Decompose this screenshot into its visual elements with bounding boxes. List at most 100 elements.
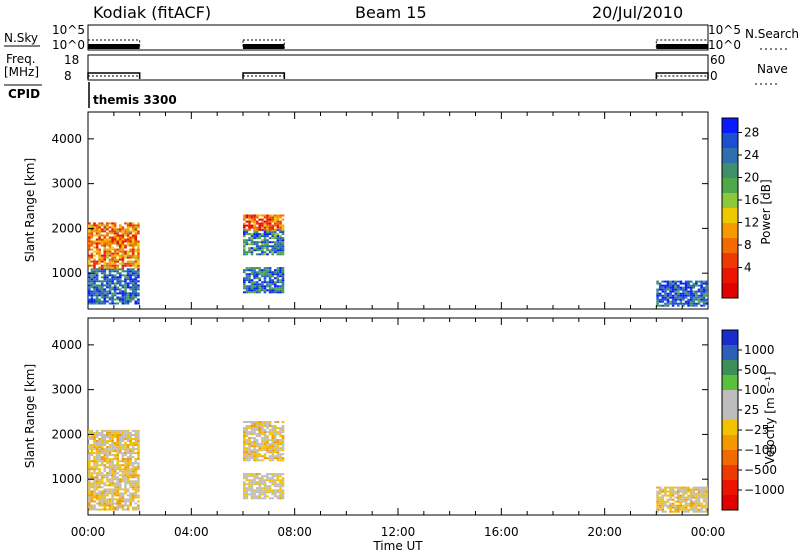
velocity-cell xyxy=(113,464,117,467)
velocity-cell xyxy=(261,483,264,486)
velocity-cell xyxy=(137,434,140,436)
power-cell xyxy=(261,214,264,217)
power-cell xyxy=(674,292,677,295)
velocity-cell xyxy=(106,502,109,505)
power-cell xyxy=(124,262,127,265)
power-cell xyxy=(106,292,109,295)
velocity-cell xyxy=(137,458,140,461)
power-cell xyxy=(129,242,132,245)
power-cell xyxy=(266,243,269,246)
velocity-cell xyxy=(248,455,251,458)
velocity-cell xyxy=(682,500,685,503)
x-tick-labels: 00:00 04:00 08:00 12:00 16:00 20:00 00:00 xyxy=(71,525,726,539)
power-cell xyxy=(255,289,259,292)
power-cell xyxy=(281,224,285,227)
power-cell xyxy=(93,290,96,293)
power-cell xyxy=(103,236,107,239)
power-cell xyxy=(111,238,114,241)
velocity-cell xyxy=(243,475,246,478)
velocity-cell xyxy=(129,484,132,487)
velocity-cell xyxy=(682,488,685,491)
velocity-cell xyxy=(111,498,114,501)
velocity-cell xyxy=(106,508,109,511)
velocity-cell xyxy=(245,479,249,482)
power-cell xyxy=(129,268,132,271)
x-tick-label: 12:00 xyxy=(381,525,416,539)
velocity-cell xyxy=(263,447,267,450)
velocity-cell xyxy=(103,498,107,501)
velocity-cell xyxy=(116,440,119,442)
velocity-cell xyxy=(253,479,256,482)
velocity-cell xyxy=(113,490,117,493)
freq-panel-frame xyxy=(87,54,709,81)
velocity-cell xyxy=(88,496,91,499)
power-cell xyxy=(106,240,109,243)
velocity-cell xyxy=(687,488,690,491)
velocity-cell xyxy=(134,502,138,505)
velocity-cell xyxy=(134,508,138,511)
power-cell xyxy=(258,271,262,274)
velocity-cell xyxy=(98,504,101,507)
velocity-cell xyxy=(90,431,94,434)
velocity-cell xyxy=(268,491,272,494)
velocity-cell xyxy=(119,434,122,436)
power-cell xyxy=(658,300,662,303)
power-cell xyxy=(281,241,285,244)
velocity-cell xyxy=(90,454,94,457)
velocity-cell xyxy=(274,493,277,496)
power-cell xyxy=(243,239,246,242)
velocity-cell xyxy=(679,500,683,503)
velocity-cell xyxy=(111,450,114,453)
velocity-cell xyxy=(116,450,119,453)
power-cell xyxy=(119,300,122,303)
power-cell xyxy=(679,300,683,303)
velocity-cell xyxy=(271,475,274,478)
velocity-cell xyxy=(248,425,251,427)
velocity-cell xyxy=(248,485,251,488)
velocity-cell xyxy=(245,457,249,460)
velocity-cell xyxy=(106,474,109,477)
velocity-cell xyxy=(253,433,256,436)
power-cell xyxy=(93,274,96,277)
power-cell xyxy=(113,238,117,241)
power-cell xyxy=(253,267,256,270)
power-cell xyxy=(666,288,670,291)
velocity-cell xyxy=(106,446,109,449)
power-cell xyxy=(258,214,262,217)
velocity-cell xyxy=(103,466,107,469)
velocity-cell xyxy=(705,490,708,493)
velocity-cell xyxy=(243,483,246,486)
power-cell xyxy=(95,290,99,293)
velocity-cell xyxy=(111,446,114,449)
velocity-cell xyxy=(689,508,693,511)
power-cell xyxy=(261,220,264,223)
power-cell xyxy=(100,272,104,275)
power-cell xyxy=(281,214,285,217)
x-tick-label: 04:00 xyxy=(174,525,209,539)
velocity-cell xyxy=(137,494,140,497)
power-cell xyxy=(243,235,246,238)
freq-traces xyxy=(87,72,709,79)
velocity-cell xyxy=(106,436,109,438)
power-cell xyxy=(666,302,670,305)
velocity-cell xyxy=(103,448,107,451)
velocity-cell xyxy=(243,485,246,488)
power-cell xyxy=(103,254,107,257)
velocity-cell xyxy=(274,485,277,488)
velocity-cell xyxy=(255,457,259,460)
velocity-cell xyxy=(656,504,659,507)
power-cell xyxy=(274,241,277,244)
power-cell xyxy=(113,232,117,235)
power-cell xyxy=(88,276,91,279)
power-cell xyxy=(129,256,132,259)
velocity-cell xyxy=(243,451,246,454)
power-cell xyxy=(279,231,282,234)
velocity-cell xyxy=(106,478,109,481)
velocity-cell xyxy=(103,504,107,507)
power-cell xyxy=(276,279,280,282)
velocity-colorbar-tick-label: 25 xyxy=(744,403,759,417)
power-cell xyxy=(121,284,125,287)
power-cell xyxy=(88,262,91,265)
velocity-cell xyxy=(253,495,256,498)
power-cell xyxy=(108,296,112,299)
